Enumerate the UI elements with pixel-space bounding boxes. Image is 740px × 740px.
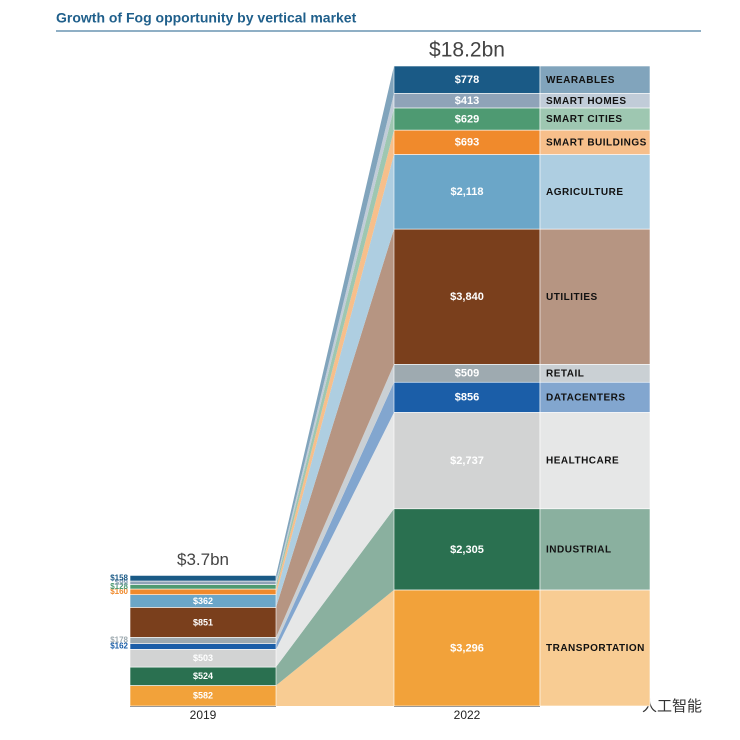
legend-label: DATACENTERS <box>546 392 626 403</box>
value-label: $2,305 <box>450 544 484 556</box>
flow-band <box>276 154 394 608</box>
bar-segment <box>393 381 541 413</box>
x-tick-label: 2019 <box>190 708 217 722</box>
bar-segment <box>129 588 277 595</box>
flow-band <box>276 107 394 590</box>
watermark: 人工智能 <box>642 697 702 715</box>
flow-band <box>276 130 394 595</box>
value-label: $778 <box>455 74 479 86</box>
bar-segment <box>393 589 541 707</box>
bar-segment <box>393 65 541 94</box>
value-label: $160 <box>110 587 128 596</box>
chart-title: Growth of Fog opportunity by vertical ma… <box>56 10 357 26</box>
legend-label: RETAIL <box>546 368 584 379</box>
legend-label: UTILITIES <box>546 292 598 303</box>
flow-band <box>276 508 394 686</box>
flow-band <box>276 364 394 644</box>
value-label: $362 <box>193 596 213 606</box>
bar-segment <box>129 607 277 638</box>
bar-segment <box>393 129 541 155</box>
legend-band <box>539 228 651 365</box>
legend-band <box>539 381 651 413</box>
legend-label: WEARABLES <box>546 75 615 86</box>
flow-band <box>276 93 394 585</box>
x-tick-label: 2022 <box>454 708 481 722</box>
flow-band <box>276 382 394 650</box>
legend-band <box>539 129 651 155</box>
bar-segment <box>129 643 277 650</box>
legend-label: INDUSTRIAL <box>546 544 612 555</box>
value-label: $503 <box>193 653 213 663</box>
legend-band <box>539 508 651 591</box>
value-label: $2,737 <box>450 455 484 467</box>
value-label: $413 <box>455 95 479 107</box>
value-label: $158 <box>110 573 128 582</box>
value-label: $162 <box>110 642 128 651</box>
value-label: $178 <box>110 636 128 645</box>
legend-label: TRANSPORTATION <box>546 643 645 654</box>
legend-band <box>539 65 651 94</box>
value-label: $3,840 <box>450 291 484 303</box>
bar-segment <box>129 584 277 590</box>
flow-band <box>276 229 394 638</box>
legend-label: HEALTHCARE <box>546 456 619 467</box>
bar-segment <box>129 575 277 582</box>
value-label: $856 <box>455 392 479 404</box>
legend-band <box>539 589 651 707</box>
legend-label: SMART BUILDINGS <box>546 137 647 148</box>
flow-band <box>276 412 394 668</box>
total-label: $3.7bn <box>177 550 229 569</box>
value-label: $509 <box>455 368 479 380</box>
bar-segment <box>393 412 541 510</box>
total-label: $18.2bn <box>429 39 505 62</box>
value-label: $582 <box>193 691 213 701</box>
value-label: $3,296 <box>450 642 484 654</box>
value-label: $524 <box>193 671 213 681</box>
flow-band <box>276 66 394 582</box>
value-label: $693 <box>455 137 479 149</box>
value-label: $851 <box>193 617 213 627</box>
bar-segment <box>393 154 541 230</box>
bar-segment <box>129 637 277 644</box>
flow-band <box>276 589 394 706</box>
value-label: $629 <box>455 113 479 125</box>
bar-segment <box>129 580 277 585</box>
value-label: $2,118 <box>450 186 483 198</box>
legend-band <box>539 154 651 230</box>
legend-label: SMART CITIES <box>546 114 623 125</box>
value-label: $128 <box>110 582 128 591</box>
legend-label: SMART HOMES <box>546 96 627 107</box>
legend-label: AGRICULTURE <box>546 187 624 198</box>
bar-segment <box>393 228 541 365</box>
value-label: $99 <box>115 578 129 587</box>
